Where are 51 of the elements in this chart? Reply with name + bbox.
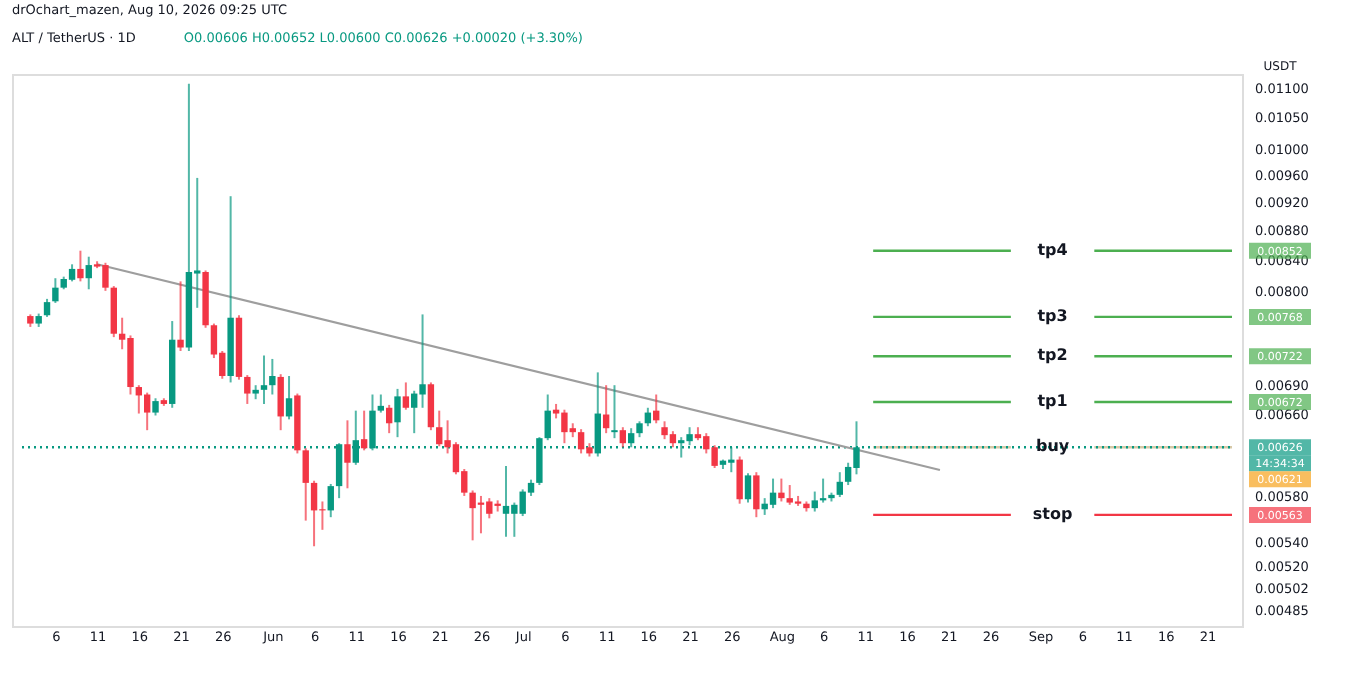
candlestick (260, 354, 268, 405)
candlestick (619, 426, 627, 449)
candlestick (85, 255, 92, 291)
candlestick (544, 393, 551, 442)
ref-line-label: stop (1032, 504, 1073, 523)
candlestick (502, 464, 510, 538)
candlestick (77, 249, 84, 283)
candlestick (486, 497, 493, 520)
candlestick (394, 387, 401, 439)
candlestick (786, 484, 793, 506)
ref-line-label: tp2 (1037, 346, 1068, 365)
candlestick (577, 428, 585, 455)
candlestick (427, 381, 435, 432)
candlestick (277, 373, 284, 432)
candlestick (469, 489, 476, 542)
candlestick (360, 409, 368, 452)
ref-line-label: buy (1035, 437, 1071, 456)
candlestick (611, 384, 618, 440)
candlestick (419, 313, 426, 409)
candlestick (736, 455, 743, 505)
candlestick (494, 499, 501, 513)
candlestick (110, 285, 117, 339)
candlestick (327, 482, 334, 519)
candlestick (711, 444, 718, 469)
candlestick (778, 477, 785, 503)
candlestick (377, 393, 385, 414)
candlestick (411, 389, 418, 435)
candlestick (402, 381, 410, 411)
candlestick (52, 277, 59, 304)
ref-line-label: tp3 (1037, 306, 1068, 325)
candlestick (811, 490, 818, 513)
candlestick (269, 357, 276, 396)
candlestick (769, 477, 777, 510)
candlestick (177, 280, 184, 352)
candlestick (436, 409, 443, 448)
candlestick (753, 471, 760, 519)
candlestick (344, 419, 351, 490)
candlestick (744, 472, 752, 504)
candlestick (43, 297, 51, 318)
ref-line-label: tp1 (1037, 392, 1069, 411)
candlestick (519, 488, 526, 518)
candlestick (285, 375, 293, 421)
candlestick (102, 261, 109, 292)
candlestick (302, 447, 309, 522)
candlestick (143, 391, 151, 432)
candlestick (385, 403, 393, 435)
candlestick (244, 374, 251, 405)
candlestick (836, 471, 843, 499)
candlestick (310, 479, 318, 548)
ref-line-label: tp4 (1037, 240, 1069, 259)
candlestick (561, 408, 568, 445)
